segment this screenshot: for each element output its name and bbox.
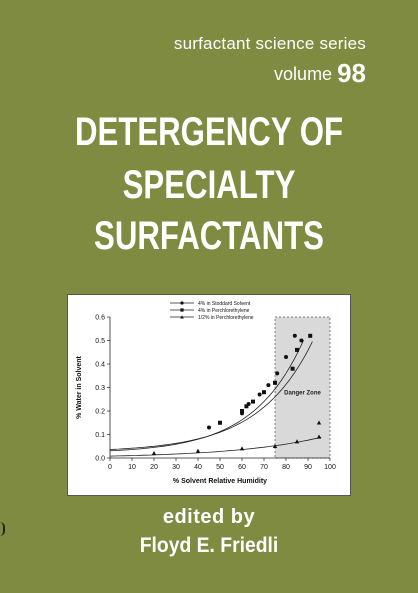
series-1-point	[257, 392, 262, 397]
y-tick-label: 0.2	[95, 409, 105, 416]
series-3-point	[316, 420, 322, 425]
legend-marker	[180, 315, 184, 319]
series-3-point	[195, 448, 201, 453]
series-2-point	[251, 399, 255, 404]
series-3-curve	[109, 436, 322, 457]
legend-entry: 4% in Stoddard Solvent	[198, 301, 251, 307]
series-2-point	[290, 366, 295, 371]
series-3-point	[151, 451, 157, 456]
volume-label-row: volume 98	[274, 56, 366, 88]
x-axis-label: % Solvent Relative Humidity	[173, 478, 267, 485]
title-line-1: DETERGENCY OF	[74, 110, 344, 154]
series-1-point	[275, 371, 280, 376]
series-3-point	[239, 446, 245, 451]
cover-chart: Danger Zone 0 10 20 30 40 50 60 70 80 90 100 0.0 0.1 0…	[67, 294, 351, 496]
editor-name: Floyd E. Friedli	[139, 534, 279, 557]
series-1-point	[207, 425, 211, 430]
series-3-point	[294, 439, 300, 444]
x-tick-label: 50	[216, 464, 224, 471]
series-1-curve	[109, 339, 304, 452]
x-tick-label: 60	[238, 464, 246, 471]
legend-marker	[180, 308, 184, 312]
series-3-point	[316, 434, 322, 439]
x-tick-label: 30	[172, 464, 180, 471]
x-tick-label: 0	[108, 464, 112, 471]
series-name: surfactant science series	[173, 34, 366, 53]
series-1-point	[292, 333, 297, 338]
series-2-point	[262, 390, 266, 395]
title-line-2: SPECIALTY	[122, 163, 296, 207]
series-2-curve	[109, 341, 313, 450]
page-edge-mark	[0, 522, 5, 536]
volume-number: 98	[337, 58, 366, 88]
y-tick-label: 0.1	[95, 432, 105, 439]
y-tick-label: 0.5	[95, 338, 105, 345]
x-tick-label: 100	[324, 464, 336, 471]
series-3-point	[272, 443, 278, 449]
legend-marker	[180, 301, 184, 305]
series-1-point	[299, 338, 304, 343]
chart-svg: Danger Zone 0 10 20 30 40 50 60 70 80 90 100 0.0 0.1 0…	[76, 301, 336, 485]
legend-entry: 4% in Perchlorethylene	[198, 308, 250, 314]
edited-by-label: edited by	[162, 506, 256, 528]
y-tick-label: 0.0	[95, 456, 105, 463]
x-tick-label: 20	[150, 464, 158, 471]
title-line-3: SURFACTANTS	[94, 214, 324, 258]
danger-zone-label: Danger Zone	[284, 391, 321, 397]
volume-label: volume	[274, 64, 333, 84]
series-2-point	[295, 347, 299, 352]
series-1-point	[266, 383, 271, 388]
series-2-point	[244, 404, 249, 409]
x-tick-label: 80	[282, 464, 290, 471]
x-tick-label: 40	[194, 464, 202, 471]
series-2-point	[308, 333, 313, 338]
legend-entry: 1/2% in Perchlorethylene	[198, 315, 254, 321]
x-tick-label: 70	[260, 464, 268, 471]
series-2-point	[273, 380, 277, 385]
x-tick-label: 10	[128, 464, 136, 471]
series-2-point	[240, 409, 244, 413]
y-tick-label: 0.3	[95, 385, 105, 392]
x-tick-label: 90	[304, 464, 312, 471]
series-2-point	[218, 420, 222, 425]
series-1-point	[284, 354, 288, 359]
y-tick-label: 0.6	[95, 315, 105, 322]
y-tick-label: 0.4	[95, 362, 105, 369]
y-axis-label: % Water in Solvent	[76, 355, 83, 418]
